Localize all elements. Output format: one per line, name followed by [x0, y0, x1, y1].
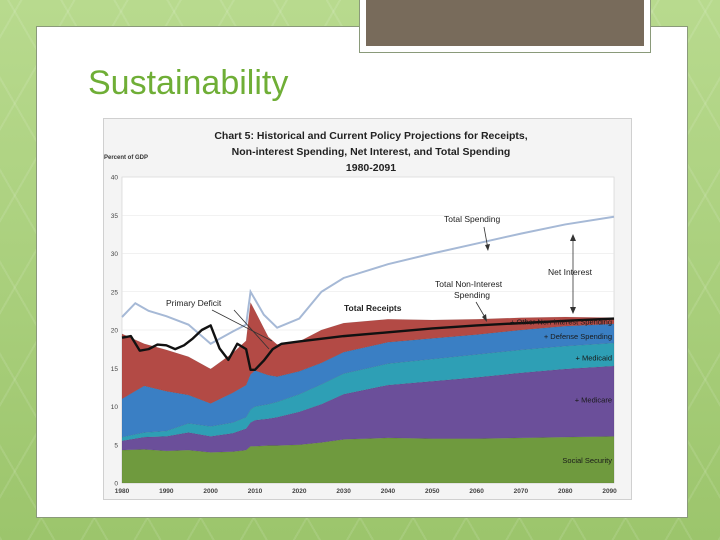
y-tick-labels: 0 5 10 15 20 25 30 35 40 — [111, 175, 119, 488]
y-tick-30: 30 — [111, 251, 119, 258]
x-tick-2060: 2060 — [469, 488, 484, 495]
y-tick-10: 10 — [111, 404, 119, 411]
line-total-spending — [121, 215, 615, 345]
annotation-primary-deficit: Primary Deficit — [166, 298, 222, 308]
area-labels: Social Security + Medicare + Medicaid + Def… — [510, 318, 612, 465]
y-tick-25: 25 — [111, 289, 119, 296]
series-lines — [121, 215, 615, 371]
y-tick-15: 15 — [111, 366, 119, 373]
x-tick-labels: 1980 1990 2000 2010 2020 2030 2040 2050 2060 2070… — [115, 488, 617, 495]
header-tab — [359, 0, 651, 53]
annotation-total-non-interest-line-1: Total Non-Interest — [435, 279, 503, 289]
x-tick-2030: 2030 — [336, 488, 351, 495]
x-tick-2010: 2010 — [248, 488, 263, 495]
slide-title: Sustainability — [88, 64, 289, 102]
arrow-primary-deficit-1 — [211, 309, 273, 342]
area-label-other-non-interest-spending: + Other Non-interest Spending — [510, 318, 612, 327]
chart-title-line-1: Chart 5: Historical and Current Policy P… — [214, 130, 527, 142]
arrowhead-net-interest-top — [570, 234, 576, 241]
annotation-total-receipts: Total Receipts — [344, 303, 402, 313]
y-tick-35: 35 — [111, 213, 119, 220]
x-tick-2070: 2070 — [514, 488, 529, 495]
area-label-defense-spending: + Defense Spending — [544, 332, 612, 341]
area-defense-spending — [121, 323, 615, 438]
y-axis-label: Percent of GDP — [104, 155, 148, 161]
chart-frame: Chart 5: Historical and Current Policy P… — [103, 118, 632, 500]
header-tab-fill — [366, 0, 644, 46]
x-tick-2090: 2090 — [602, 488, 617, 495]
x-tick-1990: 1990 — [159, 488, 174, 495]
x-tick-1980: 1980 — [115, 488, 130, 495]
arrowhead-total-non-interest — [482, 314, 487, 322]
x-tick-2020: 2020 — [292, 488, 307, 495]
chart-title-line-3: 1980-2091 — [346, 162, 396, 174]
area-label-medicare: + Medicare — [575, 396, 612, 405]
area-social-security — [121, 436, 615, 484]
chart-title-line-2: Non-interest Spending, Net Interest, and… — [232, 146, 511, 158]
annotation-net-interest: Net Interest — [548, 267, 593, 277]
x-tick-2040: 2040 — [381, 488, 396, 495]
y-tick-40: 40 — [111, 175, 119, 182]
arrow-primary-deficit-2 — [233, 309, 270, 350]
arrowhead-net-interest-bottom — [570, 307, 576, 314]
area-medicare — [121, 365, 615, 453]
annotation-total-spending: Total Spending — [444, 214, 501, 224]
annotation-total-non-interest-line-2: Spending — [454, 290, 490, 300]
x-tick-2000: 2000 — [203, 488, 218, 495]
area-other-non-interest-spending — [121, 301, 615, 404]
y-tick-5: 5 — [114, 442, 118, 449]
stacked-areas — [121, 301, 615, 484]
arrowhead-total-spending — [485, 244, 490, 251]
area-label-medicaid: + Medicaid — [576, 354, 612, 363]
area-label-social-security: Social Security — [562, 456, 612, 465]
chart-svg: Chart 5: Historical and Current Policy P… — [104, 130, 617, 495]
y-tick-20: 20 — [111, 328, 119, 335]
x-tick-2080: 2080 — [558, 488, 573, 495]
x-tick-2050: 2050 — [425, 488, 440, 495]
area-medicaid — [121, 342, 615, 442]
y-tick-0: 0 — [114, 481, 118, 488]
line-total-receipts — [121, 317, 615, 371]
